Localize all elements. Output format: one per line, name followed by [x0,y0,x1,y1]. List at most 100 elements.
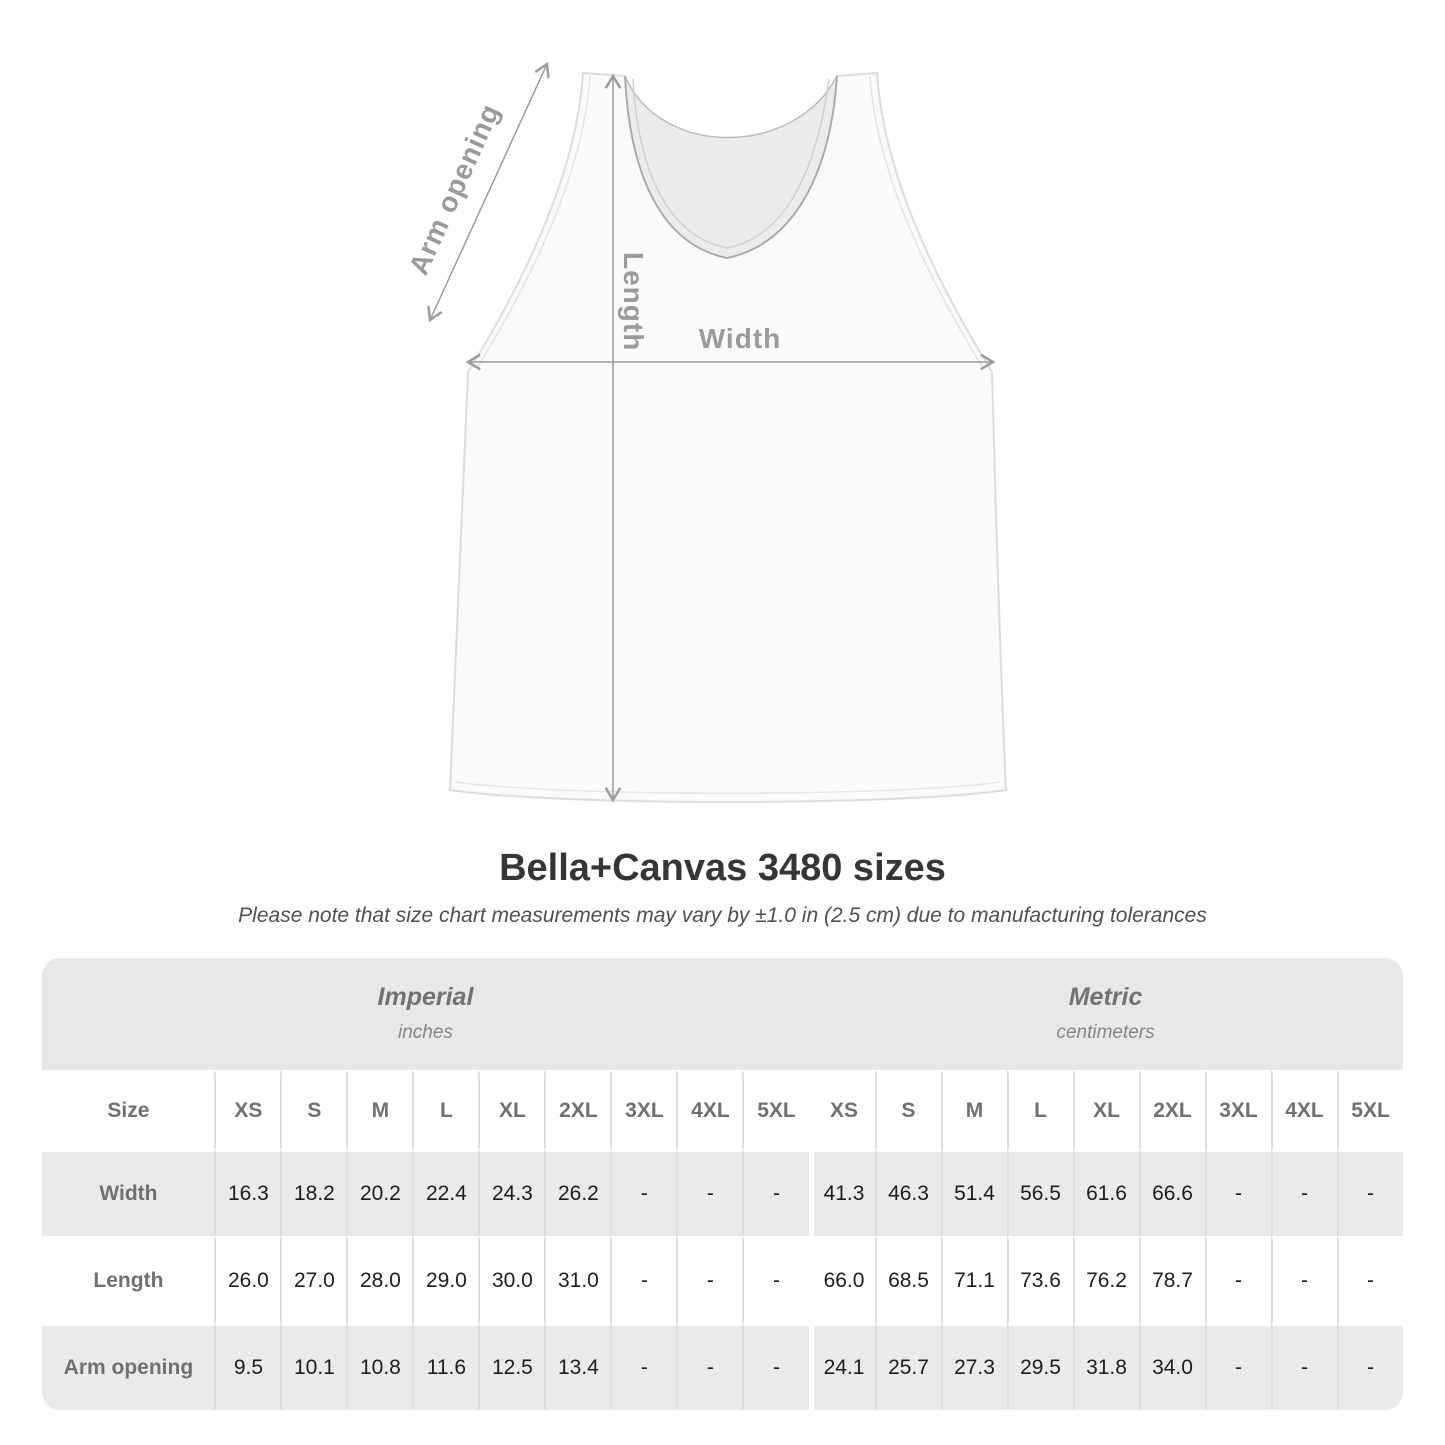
imperial-cell: - [676,1322,743,1410]
metric-cell: - [1336,1322,1403,1410]
imperial-cell: 13.4 [544,1322,611,1410]
row-label: Arm opening [42,1322,215,1410]
title-block: Bella+Canvas 3480 sizes Please note that… [0,847,1445,928]
group-label: Imperial [377,983,474,1012]
left-armhole-stitch [476,75,591,369]
metric-cell: 51.4 [940,1148,1007,1236]
imperial-cell: - [676,1148,743,1236]
metric-cell: 71.1 [940,1235,1007,1323]
imperial-cell: 16.3 [214,1148,281,1236]
imperial-cell: 10.8 [346,1322,413,1410]
neckline-edge [624,75,838,259]
size-header-metric: L [1006,1069,1073,1149]
size-header-imperial: L [412,1069,479,1149]
imperial-cell: - [610,1148,677,1236]
neckline-rib-stitch [632,78,830,249]
group-header-imperial: Imperial inches [42,957,809,1070]
metric-cell: - [1336,1148,1403,1236]
metric-cell: 76.2 [1072,1235,1139,1323]
imperial-cell: 28.0 [346,1235,413,1323]
imperial-cell: 9.5 [214,1322,281,1410]
size-chart-table: Imperial inches Metric centimeters Size XS S M L… [42,957,1403,1410]
size-header-metric: M [940,1069,1007,1149]
metric-cell: - [1270,1235,1337,1323]
page-title: Bella+Canvas 3480 sizes [499,847,946,889]
size-header-imperial: XL [478,1069,545,1149]
size-header-imperial: 2XL [544,1069,611,1149]
metric-cell: 78.7 [1138,1235,1205,1323]
size-header-metric: 3XL [1204,1069,1271,1149]
size-table-body: Imperial inches Metric centimeters Size XS S M L… [42,957,1403,1410]
group-sublabel: centimeters [1056,1022,1155,1044]
imperial-cell: 26.2 [544,1148,611,1236]
size-header-imperial: M [346,1069,413,1149]
table-row: Length 26.0 27.0 28.0 29.0 30.0 31.0- - -66.0 68.… [42,1235,1403,1323]
imperial-cell: 30.0 [478,1235,545,1323]
metric-cell: - [1270,1322,1337,1410]
metric-cell: 46.3 [874,1148,941,1236]
size-header-imperial: XS [214,1069,281,1149]
imperial-cell: 22.4 [412,1148,479,1236]
metric-cell: 41.3 [808,1148,875,1236]
metric-cell: 66.6 [1138,1148,1205,1236]
hem-stitch [454,781,1001,794]
metric-cell: - [1204,1148,1271,1236]
metric-cell: 24.1 [808,1322,875,1410]
group-sublabel: inches [398,1022,453,1044]
imperial-cell: - [610,1322,677,1410]
group-header-metric: Metric centimeters [808,957,1403,1070]
size-header-metric: XS [808,1069,875,1149]
metric-cell: 25.7 [874,1322,941,1410]
arm-opening-arrow [427,61,550,323]
imperial-cell: 20.2 [346,1148,413,1236]
imperial-cell: 24.3 [478,1148,545,1236]
imperial-cell: - [742,1148,809,1236]
metric-cell: 66.0 [808,1235,875,1323]
metric-cell: 29.5 [1006,1322,1073,1410]
metric-cell: 27.3 [940,1322,1007,1410]
size-chart-section: Imperial inches Metric centimeters Size XS S M L… [0,957,1445,1410]
group-header-row: Imperial inches Metric centimeters [42,957,1403,1070]
width-label: Width [699,323,782,354]
right-armhole-stitch [869,75,984,369]
imperial-cell: - [676,1235,743,1323]
metric-cell: - [1204,1235,1271,1323]
imperial-cell: 26.0 [214,1235,281,1323]
size-column-header: Size [42,1069,215,1149]
imperial-cell: - [610,1235,677,1323]
size-header-imperial: 4XL [676,1069,743,1149]
size-header-metric: 5XL [1336,1069,1403,1149]
imperial-cell: 18.2 [280,1148,347,1236]
metric-cell: - [1336,1235,1403,1323]
metric-cell: 68.5 [874,1235,941,1323]
column-header-row: Size XS S M L XL 2XL 3XL 4XL 5XL XS S M L XL 2XL 3XL 4XL 5… [42,1069,1403,1149]
size-header-metric: XL [1072,1069,1139,1149]
metric-cell: 61.6 [1072,1148,1139,1236]
imperial-cell: 11.6 [412,1322,479,1410]
size-header-metric: S [874,1069,941,1149]
size-header-imperial: 3XL [610,1069,677,1149]
metric-cell: 56.5 [1006,1148,1073,1236]
group-label: Metric [1068,983,1143,1012]
table-row: Width 16.3 18.2 20.2 22.4 24.3 26.2- - -41.3 46.3… [42,1148,1403,1236]
imperial-cell: - [742,1235,809,1323]
tank-top-measurement-diagram: Arm opening Length Width [403,61,1008,803]
row-label: Width [42,1148,215,1236]
imperial-cell: 31.0 [544,1235,611,1323]
imperial-cell: 27.0 [280,1235,347,1323]
size-header-imperial: S [280,1069,347,1149]
tank-top-diagram-svg: Arm opening Length Width [403,61,1008,803]
metric-cell: 31.8 [1072,1322,1139,1410]
row-label: Length [42,1235,215,1323]
tolerance-note: Please note that size chart measurements… [238,903,1207,927]
metric-cell: 34.0 [1138,1322,1205,1410]
imperial-cell: 29.0 [412,1235,479,1323]
metric-cell: - [1270,1148,1337,1236]
length-label: Length [618,252,649,351]
imperial-cell: 12.5 [478,1322,545,1410]
imperial-cell: - [742,1322,809,1410]
imperial-cell: 10.1 [280,1322,347,1410]
metric-cell: 73.6 [1006,1235,1073,1323]
size-header-metric: 4XL [1270,1069,1337,1149]
size-header-metric: 2XL [1138,1069,1205,1149]
